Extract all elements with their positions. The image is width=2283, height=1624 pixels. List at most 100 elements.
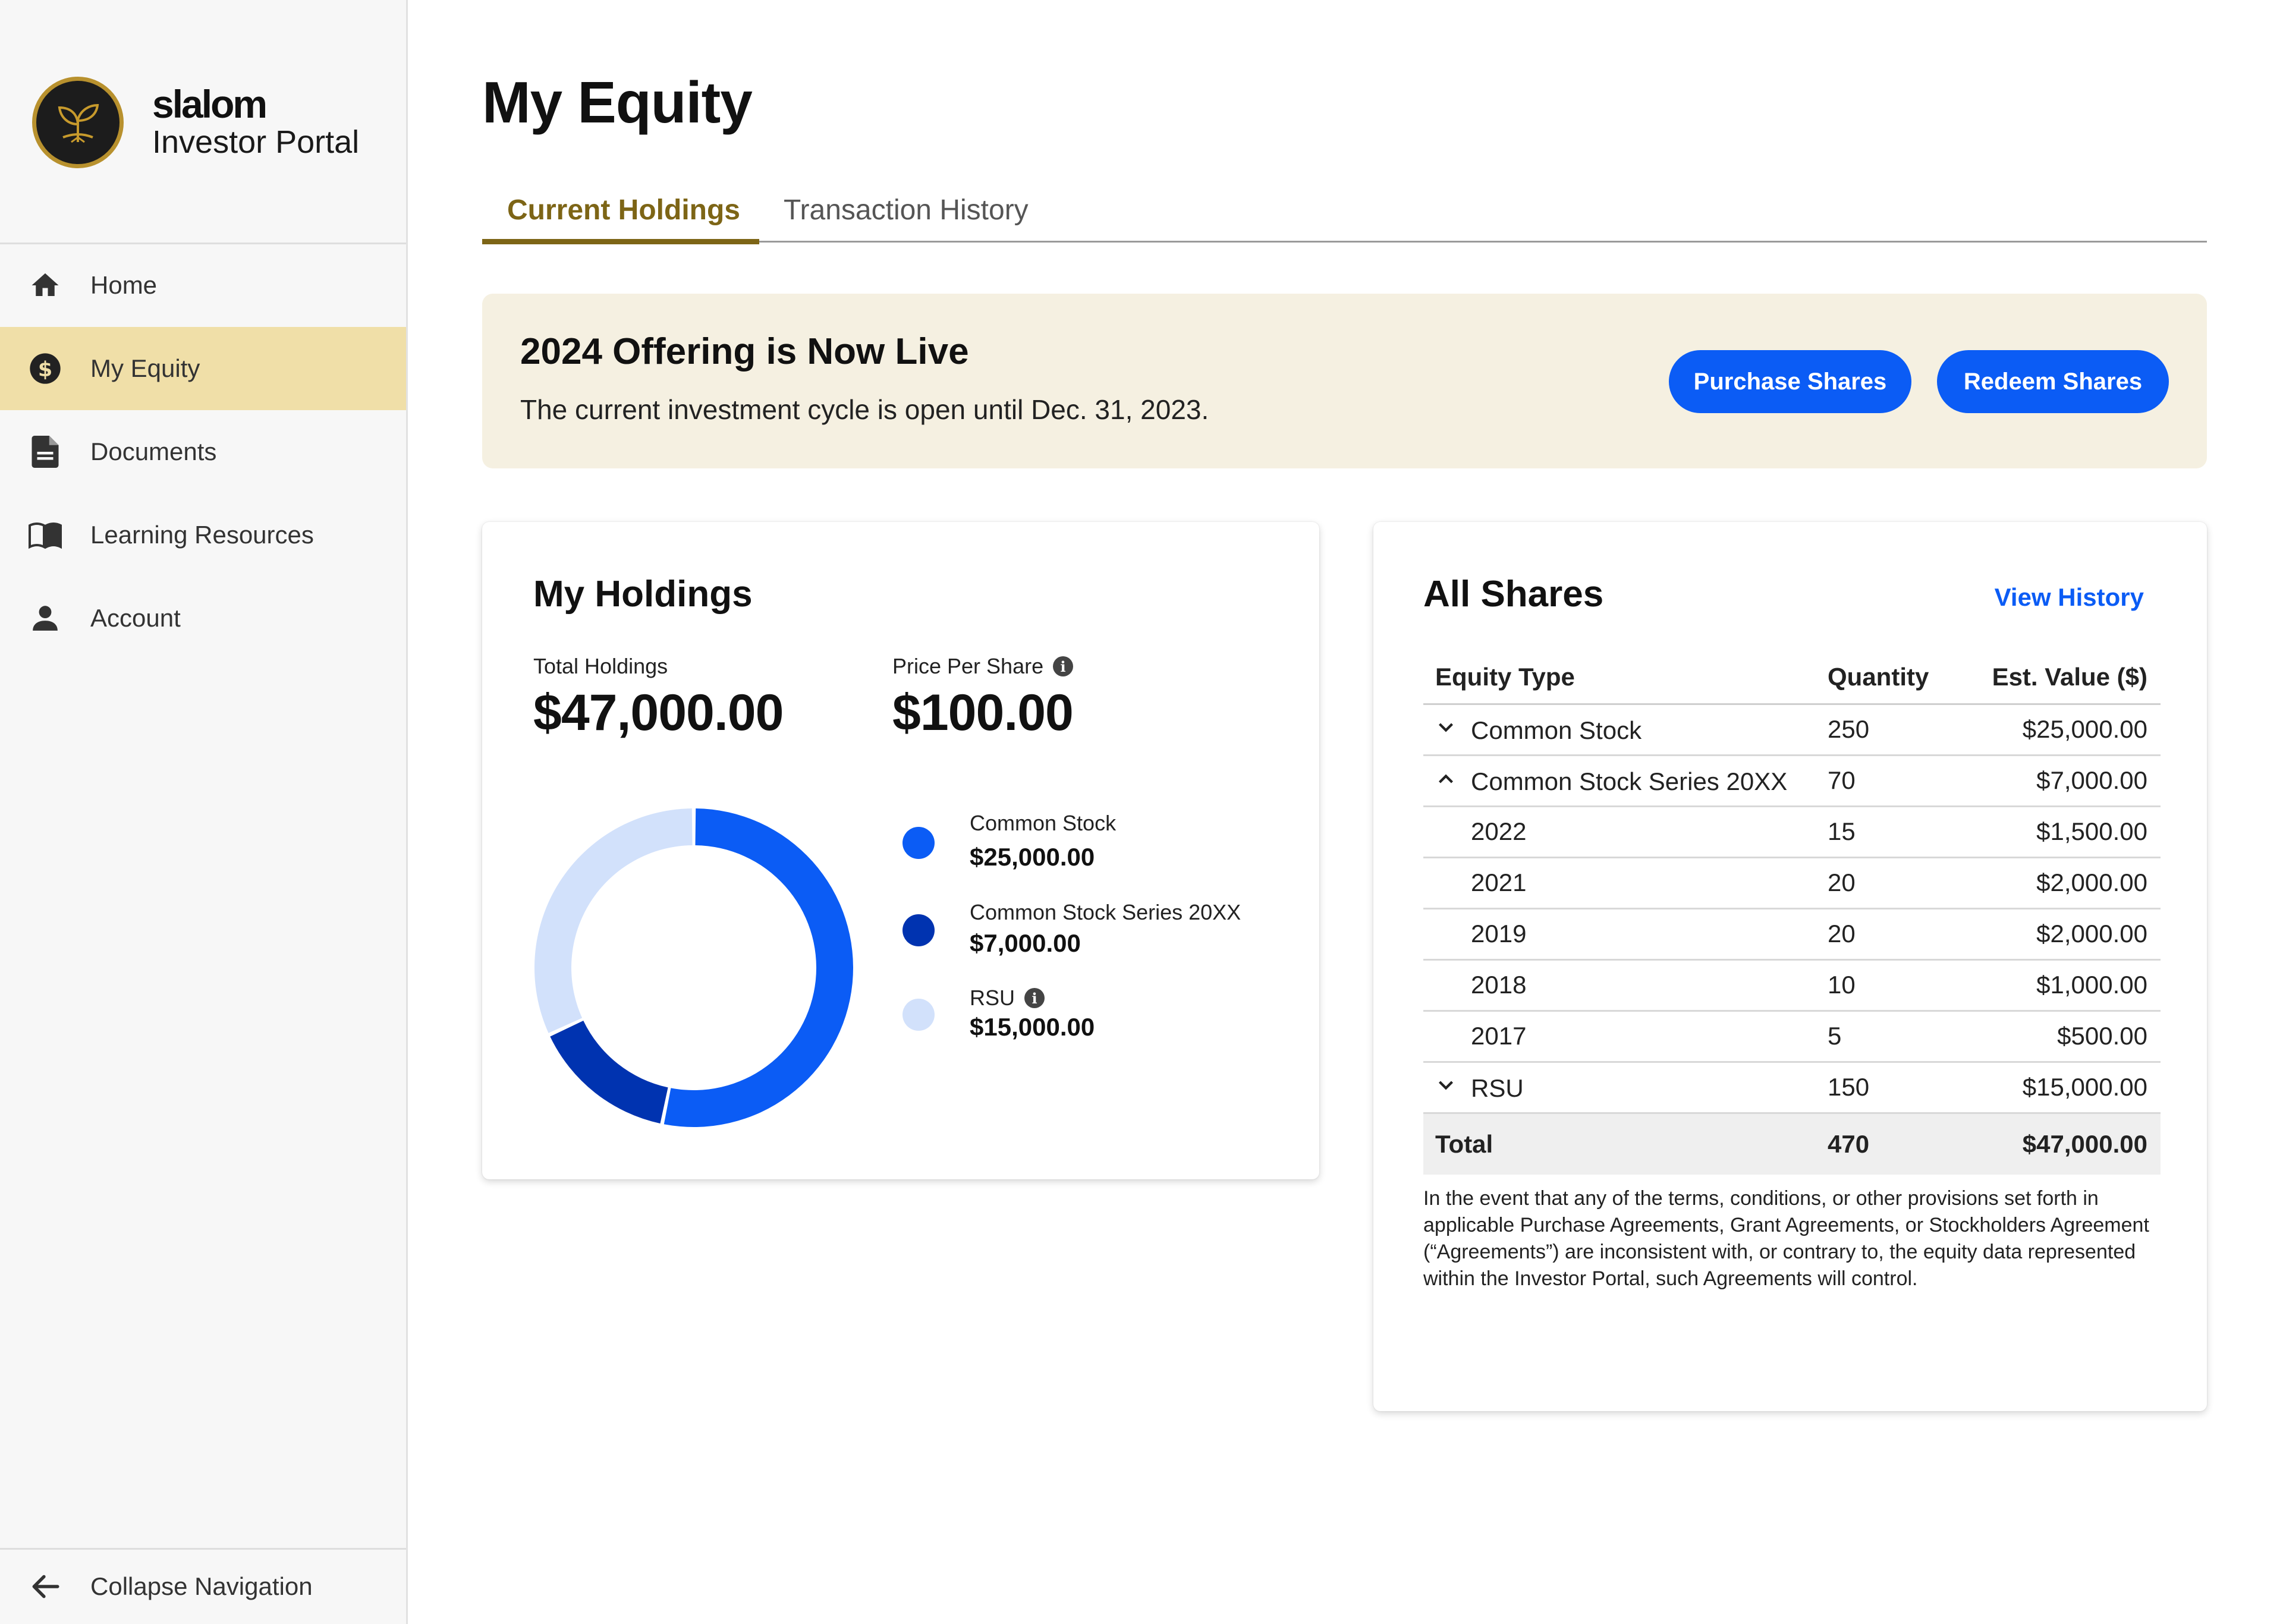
legend-name: RSU xyxy=(970,986,1015,1010)
row-quantity: 70 xyxy=(1828,755,1982,807)
chevron-up-icon[interactable] xyxy=(1435,767,1471,795)
row-value: $1,000.00 xyxy=(1982,959,2161,1012)
legend-value: $15,000.00 xyxy=(970,1013,1095,1041)
shares-table: Equity Type Quantity Est. Value ($) Comm… xyxy=(1423,652,2161,1175)
total-holdings-label: Total Holdings xyxy=(533,654,668,678)
row-label: 2022 xyxy=(1423,806,1828,858)
row-value: $2,000.00 xyxy=(1982,857,2161,909)
sidebar-divider xyxy=(0,243,406,244)
offering-banner: 2024 Offering is Now Live The current in… xyxy=(482,294,2207,468)
price-per-share-value: $100.00 xyxy=(892,684,1074,741)
legend-name-rsu: RSU i xyxy=(970,986,1045,1011)
sidebar-item-label: Learning Resources xyxy=(90,521,314,549)
total-label: Total xyxy=(1423,1113,1828,1175)
sidebar-item-learning-resources[interactable]: Learning Resources xyxy=(0,493,406,577)
collapse-navigation-button[interactable]: Collapse Navigation xyxy=(0,1549,406,1624)
collapse-navigation-label: Collapse Navigation xyxy=(90,1572,313,1600)
donut-slice-common-stock xyxy=(663,808,854,1127)
holdings-title: My Holdings xyxy=(533,574,753,615)
donut-slice-rsu xyxy=(534,808,693,1033)
legend-value: $7,000.00 xyxy=(970,929,1081,957)
dollar-circle-icon: $ xyxy=(29,352,62,385)
header-est-value: Est. Value ($) xyxy=(1982,652,2161,705)
svg-text:$: $ xyxy=(38,358,52,382)
tab-transaction-history[interactable]: Transaction History xyxy=(784,194,1029,226)
header-quantity: Quantity xyxy=(1828,652,1982,705)
info-icon[interactable]: i xyxy=(1053,656,1074,676)
table-row-common-stock[interactable]: Common Stock 250 $25,000.00 xyxy=(1423,704,2161,756)
row-label: RSU xyxy=(1471,1074,1524,1102)
info-icon[interactable]: i xyxy=(1024,988,1045,1008)
legend-dot-rsu xyxy=(902,999,935,1031)
tab-bar: Current Holdings Transaction History xyxy=(482,188,2207,244)
row-quantity: 250 xyxy=(1828,704,1982,756)
arrow-left-icon xyxy=(29,1570,62,1603)
sidebar-item-label: Account xyxy=(90,604,181,632)
table-row-common-stock-series[interactable]: Common Stock Series 20XX 70 $7,000.00 xyxy=(1423,755,2161,807)
sidebar-item-documents[interactable]: Documents xyxy=(0,410,406,493)
sidebar-divider xyxy=(0,1548,406,1550)
donut-slice-common-stock-series-20xx xyxy=(550,1020,668,1123)
sidebar-item-account[interactable]: Account xyxy=(0,577,406,660)
row-value: $25,000.00 xyxy=(1982,704,2161,756)
legend-dot-common-stock xyxy=(902,827,935,859)
page-title: My Equity xyxy=(482,70,753,135)
table-header-row: Equity Type Quantity Est. Value ($) xyxy=(1423,652,2161,705)
table-row-rsu[interactable]: RSU 150 $15,000.00 xyxy=(1423,1062,2161,1114)
my-holdings-card: My Holdings Total Holdings $47,000.00 Pr… xyxy=(482,522,1319,1179)
row-value: $500.00 xyxy=(1982,1011,2161,1063)
sidebar-item-my-equity[interactable]: $ My Equity xyxy=(0,327,406,410)
legend-name: Common Stock xyxy=(970,811,1117,835)
sidebar-item-home[interactable]: Home xyxy=(0,244,406,327)
slalom-logo xyxy=(32,77,124,168)
chevron-down-icon[interactable] xyxy=(1435,1074,1471,1102)
row-value: $15,000.00 xyxy=(1982,1062,2161,1114)
row-value: $2,000.00 xyxy=(1982,908,2161,961)
row-label: 2021 xyxy=(1423,857,1828,909)
row-value: $7,000.00 xyxy=(1982,755,2161,807)
tab-current-holdings[interactable]: Current Holdings xyxy=(482,188,759,244)
row-quantity: 10 xyxy=(1828,959,1982,1012)
header-equity-type: Equity Type xyxy=(1423,652,1828,705)
row-quantity: 150 xyxy=(1828,1062,1982,1114)
person-icon xyxy=(29,602,62,635)
row-quantity: 15 xyxy=(1828,806,1982,858)
sidebar-item-label: Documents xyxy=(90,438,217,465)
row-quantity: 20 xyxy=(1828,908,1982,961)
sidebar-nav: Home $ My Equity Documents Learning Reso… xyxy=(0,244,406,660)
row-label: Common Stock xyxy=(1471,716,1642,744)
all-shares-card: All Shares View History Equity Type Quan… xyxy=(1373,522,2207,1411)
legend-dot-common-stock-series xyxy=(902,914,935,946)
row-value: $1,500.00 xyxy=(1982,806,2161,858)
table-row: 2021 20 $2,000.00 xyxy=(1423,857,2161,909)
banner-title: 2024 Offering is Now Live xyxy=(520,331,969,372)
table-total-row: Total 470 $47,000.00 xyxy=(1423,1113,2161,1175)
price-per-share-text: Price Per Share xyxy=(892,654,1044,678)
table-row: 2018 10 $1,000.00 xyxy=(1423,959,2161,1012)
table-row: 2017 5 $500.00 xyxy=(1423,1011,2161,1063)
brand[interactable]: slalom Investor Portal xyxy=(32,75,359,170)
purchase-shares-button[interactable]: Purchase Shares xyxy=(1669,350,1911,413)
sidebar-item-label: My Equity xyxy=(90,354,200,382)
row-label: 2017 xyxy=(1423,1011,1828,1063)
sidebar: slalom Investor Portal Home $ My Equity … xyxy=(0,0,408,1624)
home-icon xyxy=(29,269,62,302)
total-value: $47,000.00 xyxy=(1982,1113,2161,1175)
holdings-donut-chart xyxy=(534,808,854,1127)
row-label: 2018 xyxy=(1423,959,1828,1012)
brand-subtitle: Investor Portal xyxy=(152,124,360,160)
price-per-share-label: Price Per Share i xyxy=(892,654,1074,679)
table-row: 2022 15 $1,500.00 xyxy=(1423,806,2161,858)
chevron-down-icon[interactable] xyxy=(1435,716,1471,744)
redeem-shares-button[interactable]: Redeem Shares xyxy=(1937,350,2169,413)
legend-name: Common Stock Series 20XX xyxy=(970,900,1241,924)
book-icon xyxy=(29,518,62,552)
banner-text: The current investment cycle is open unt… xyxy=(520,394,1209,425)
all-shares-title: All Shares xyxy=(1423,574,1604,615)
row-quantity: 5 xyxy=(1828,1011,1982,1063)
disclaimer-text: In the event that any of the terms, cond… xyxy=(1423,1187,2149,1290)
row-label: Common Stock Series 20XX xyxy=(1471,767,1788,795)
view-history-link[interactable]: View History xyxy=(1994,583,2144,611)
legend-value: $25,000.00 xyxy=(970,843,1095,871)
sidebar-item-label: Home xyxy=(90,271,158,299)
